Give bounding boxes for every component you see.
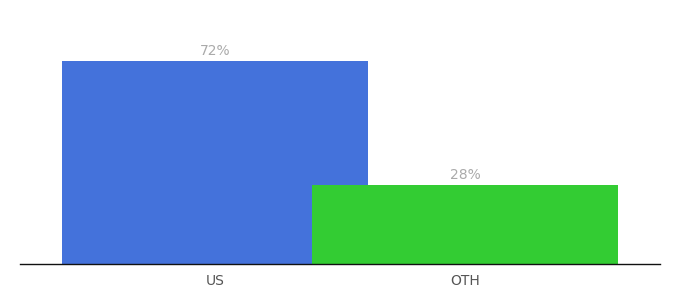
Bar <box>312 185 618 264</box>
Bar <box>62 61 368 264</box>
Text: 28%: 28% <box>449 168 481 182</box>
Text: 72%: 72% <box>200 44 231 58</box>
